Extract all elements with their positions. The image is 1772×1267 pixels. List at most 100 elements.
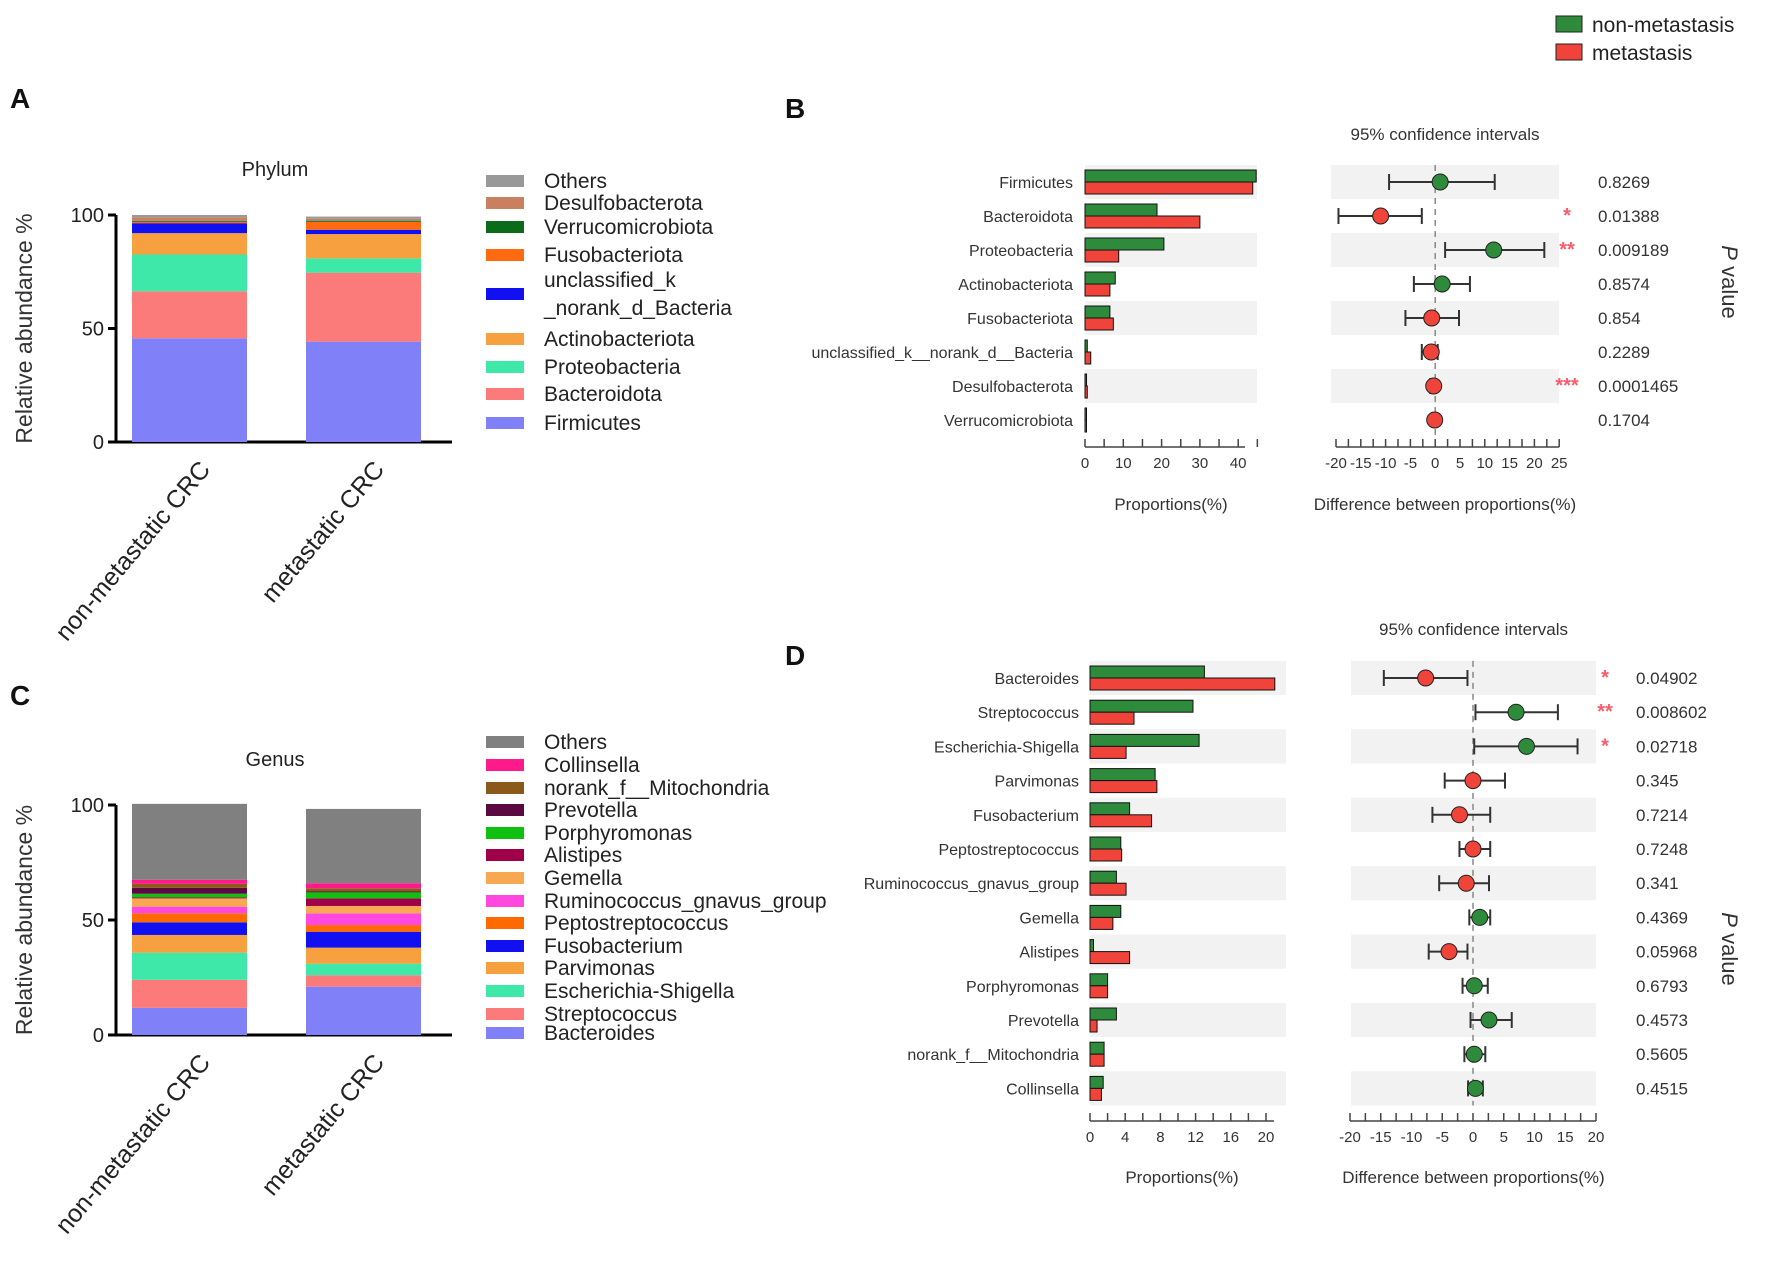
p-value: 0.854 [1598,309,1641,328]
bar-segment-desulfobacterota [306,218,421,221]
p-value: 0.1704 [1598,411,1650,430]
bar-segment-peptostreptococcus [306,925,421,932]
difference-point [1450,806,1468,824]
bar-segment-proteobacteria [306,258,421,273]
y-tick-label: 0 [93,432,104,454]
y-tick-label: 100 [71,205,104,227]
legend-label: Fusobacteriota [544,244,683,267]
proportion-tick-label: 20 [1258,1129,1275,1146]
bar-segment-fusobacterium [306,931,421,948]
legend-swatch [486,872,524,884]
p-value: 0.0001465 [1598,377,1678,396]
bar-segment-fusobacterium [132,922,247,935]
proportion-tick-label: 40 [1230,455,1247,472]
difference-point [1518,737,1536,755]
legend-swatch [486,804,524,816]
row-label: Parvimonas [995,774,1079,791]
legend-label: Proteobacteria [544,356,681,379]
bar-non-metastasis [1089,973,1109,987]
y-tick-label: 0 [93,1025,104,1047]
row-label: Fusobacterium [973,808,1079,825]
bar-metastasis [1089,882,1127,896]
proportion-axis-title: Proportions(%) [1114,495,1227,514]
bar-segment-others [306,216,421,219]
legend-swatch [486,221,524,233]
legend-swatch [486,197,524,209]
significance-stars: * [1601,667,1609,689]
group-legend: non-metastasis metastasis [1555,14,1734,65]
p-value: 0.6793 [1636,977,1688,996]
row-label: Alistipes [1019,945,1079,962]
legend-label: Firmicutes [544,412,641,435]
legend-label: norank_f__Mitochondria [544,777,770,800]
bar-segment-fusobacteriota [306,221,421,230]
bar-segment-fusobacteriota [132,221,247,224]
bar-metastasis [1089,951,1131,965]
bar-non-metastasis [1089,768,1156,782]
bar-segment-parvimonas [306,947,421,964]
legend-swatch [486,940,524,952]
legend-label: Prevotella [544,799,638,822]
bar-segment-bacteroides [132,1007,247,1035]
x-category-label: non-metastatic CRC [50,1049,216,1239]
p-value: 0.345 [1636,772,1679,791]
bar-non-metastasis [1084,237,1165,251]
legend-label: Verrucomicrobiota [544,216,714,239]
row-label: unclassified_k__norank_d__Bacteria [811,345,1073,362]
p-value: 0.7214 [1636,806,1688,825]
row-label: Gemella [1019,910,1079,927]
p-value: 0.341 [1636,874,1679,893]
difference-point [1417,669,1435,687]
legend-swatch [486,827,524,839]
difference-tick-label: 20 [1588,1129,1605,1146]
bar-metastasis [1089,677,1276,691]
difference-tick-label: 20 [1526,455,1543,472]
row-label: Actinobacteriota [958,277,1073,294]
bar-segment-firmicutes [306,341,421,442]
panel-letter-b: B [785,93,805,124]
bar-metastasis [1084,351,1092,365]
proportion-tick-label: 0 [1086,1129,1094,1146]
y-tick-label: 50 [82,910,104,932]
p-value: 0.01388 [1598,207,1659,226]
x-category-label: metastatic CRC [256,456,390,608]
significance-stars: * [1601,735,1609,757]
bar-segment-gemella [132,898,247,907]
bar-metastasis [1089,780,1158,794]
bar-segment-ruminococcus_gnavus_group [306,913,421,926]
bar-segment-actinobacteriota [306,234,421,259]
legend-swatch-non-metastasis [1555,15,1583,33]
p-value-axis-label: P value [1717,912,1742,985]
difference-point [1465,1045,1483,1063]
proportion-tick-label: 10 [1115,455,1132,472]
legend-swatch [486,782,524,794]
row-label: Bacteroidota [983,209,1073,226]
bar-segment-escherichia-shigella [306,963,421,976]
legend-label-metastasis: metastasis [1592,42,1692,65]
legend-swatch [486,288,524,300]
legend-swatch [486,388,524,400]
difference-point [1457,874,1475,892]
bar-segment-parvimonas [132,934,247,953]
bar-segment-streptococcus [306,975,421,987]
difference-tick-label: -20 [1325,455,1347,472]
proportion-tick-label: 8 [1156,1129,1164,1146]
difference-tick-label: 10 [1476,455,1493,472]
x-category-label: non-metastatic CRC [50,456,216,646]
bar-non-metastasis [1089,733,1200,747]
bar-metastasis [1084,181,1254,195]
bar-segment-proteobacteria [132,254,247,292]
difference-point [1471,908,1489,926]
row-band [1085,369,1257,403]
bar-segment-others [306,808,421,884]
p-value: 0.7248 [1636,840,1688,859]
difference-point [1426,411,1444,429]
bar-segment-unclassified_k__norank_d__bacteria [306,229,421,235]
bar-non-metastasis [1089,870,1117,884]
row-label: Proteobacteria [969,243,1073,260]
p-value: 0.4369 [1636,908,1688,927]
proportion-tick-label: 16 [1222,1129,1239,1146]
row-label: Desulfobacterota [952,379,1073,396]
difference-point [1422,343,1440,361]
